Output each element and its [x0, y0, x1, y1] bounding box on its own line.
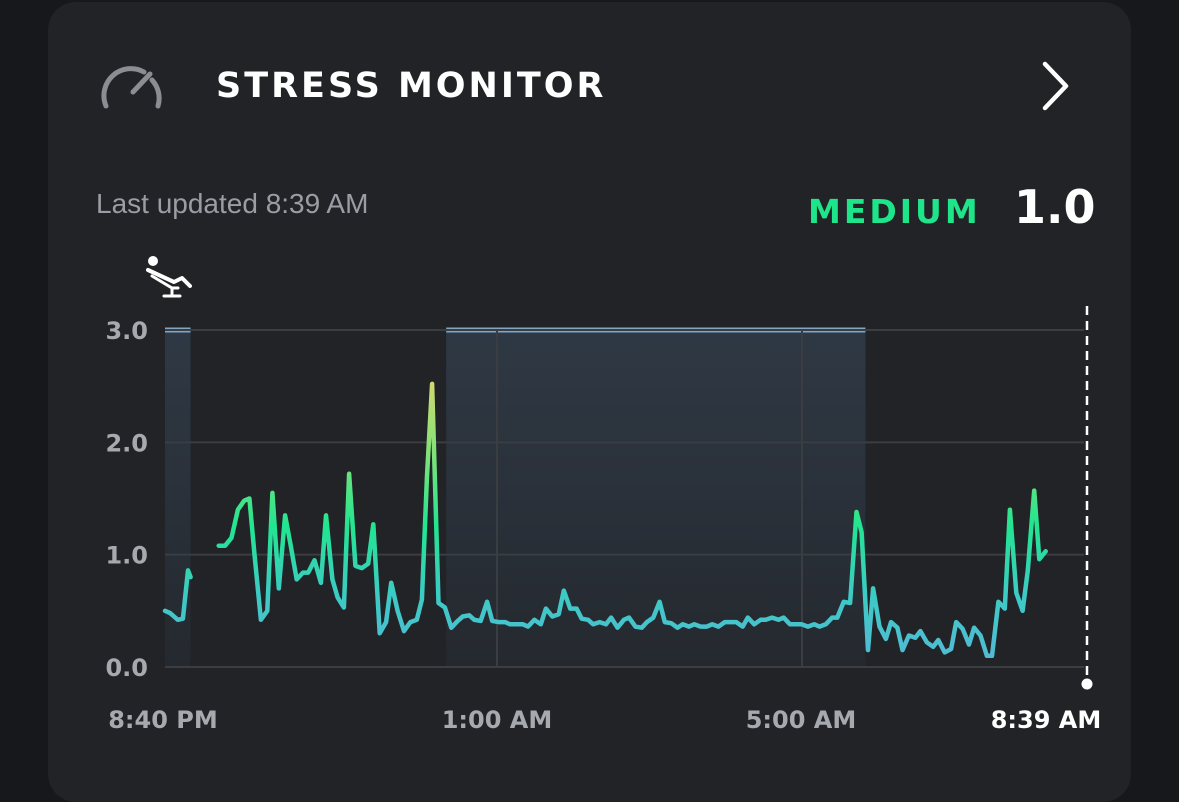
moon-icon	[630, 252, 671, 295]
chevron-right-icon[interactable]	[1036, 58, 1076, 114]
relax-band-area	[165, 330, 191, 667]
page-title: STRESS MONITOR	[216, 66, 607, 106]
recliner-icon	[146, 256, 192, 298]
stress-line-segment	[162, 568, 193, 623]
stress-score: 1.0	[1014, 180, 1096, 234]
y-tick-label: 3.0	[105, 317, 148, 345]
stress-level: MEDIUM	[808, 192, 981, 231]
y-tick-label: 2.0	[105, 429, 148, 457]
last-updated: Last updated 8:39 AM	[96, 188, 369, 219]
y-tick-label: 1.0	[105, 542, 148, 570]
current-time-marker	[1081, 306, 1093, 690]
x-tick-label: 5:00 AM	[746, 706, 857, 734]
y-tick-label: 0.0	[105, 654, 148, 682]
x-tick-label: 8:40 PM	[108, 706, 218, 734]
x-tick-label: 8:39 AM	[991, 706, 1102, 734]
gauge-icon	[101, 66, 162, 109]
stress-chart[interactable]: 3.0 2.0 1.0 0.0 8:40 PM 1:00 AM 5:00 AM 8:39 AM	[0, 0, 1179, 757]
stress-line-segment	[216, 381, 1048, 659]
x-tick-label: 1:00 AM	[442, 706, 553, 734]
